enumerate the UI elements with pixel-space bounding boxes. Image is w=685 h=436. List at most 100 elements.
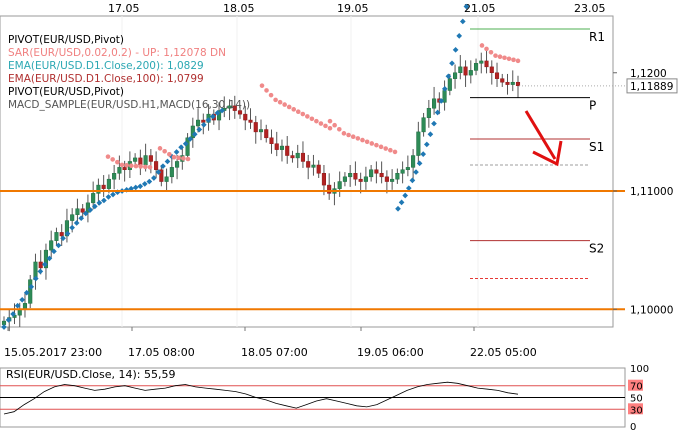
sar-dot: [105, 194, 112, 200]
candle-body: [243, 113, 248, 121]
candle-body: [248, 119, 253, 123]
rsi-line: [3, 381, 519, 415]
time-axis-label: 17.05 08:00: [128, 346, 195, 359]
sar-dot: [210, 113, 216, 120]
candle-body: [295, 152, 300, 159]
candle-body: [411, 155, 416, 168]
sar-dot: [155, 169, 162, 175]
candle-body: [143, 155, 148, 166]
candle-body: [311, 164, 316, 168]
sar-dot: [78, 215, 85, 222]
sar-dot: [181, 156, 186, 161]
sar-dot: [178, 144, 184, 151]
candle-body: [106, 178, 111, 189]
candle-body: [510, 81, 515, 85]
sar-dot: [191, 131, 198, 138]
candle-body: [447, 78, 452, 91]
sar-dot: [413, 169, 419, 175]
pivot-label: P: [589, 99, 596, 113]
candle-body: [164, 176, 169, 182]
sar-dot: [277, 99, 283, 105]
sar-dot: [23, 289, 30, 296]
candle-body: [432, 98, 437, 109]
candle-body: [232, 105, 237, 111]
time-axis-label: 19.05 06:00: [357, 346, 424, 359]
rsi-axis-highlight: [628, 403, 643, 415]
top-axis-bg: [0, 0, 685, 16]
sar-dot: [87, 207, 94, 213]
candle-body: [91, 193, 96, 204]
candle-body: [196, 119, 201, 127]
sar-dot: [423, 141, 430, 148]
sar-dot: [434, 109, 441, 116]
candle-body: [515, 81, 521, 87]
pivot-label: S1: [589, 140, 604, 154]
sar-dot: [360, 137, 365, 143]
indicator-legend-entry: EMA(EUR/USD.D1.Close,100): 1,0799: [8, 73, 204, 85]
sar-dot: [171, 154, 177, 160]
sar-dot: [497, 54, 503, 60]
candle-body: [342, 176, 347, 182]
candle-body: [337, 181, 342, 189]
candle-body: [473, 63, 479, 71]
rsi-label: RSI(EUR/USD.Close, 14): 55,59: [6, 368, 175, 381]
candle-body: [1, 320, 7, 325]
sar-dot: [350, 134, 356, 139]
time-axis-label: 22.05 05:00: [470, 346, 537, 359]
top-date-label: 18.05: [223, 2, 255, 15]
sar-dot: [105, 154, 111, 159]
candle-body: [358, 178, 363, 182]
sar-dot: [64, 230, 71, 237]
candle-body: [49, 240, 54, 251]
candle-body: [405, 167, 410, 170]
candle-body: [117, 167, 122, 174]
candle-body: [274, 143, 279, 150]
sar-dot: [441, 86, 448, 92]
candle-body: [264, 129, 269, 139]
sar-dot: [488, 49, 494, 55]
candle-body: [290, 155, 295, 159]
sar-dot: [69, 224, 75, 231]
sar-dot: [146, 178, 153, 185]
candle-body: [285, 145, 290, 156]
sar-dot: [167, 151, 172, 157]
sar-dot: [405, 185, 412, 192]
candle-body: [75, 208, 80, 215]
sar-dot: [327, 118, 333, 124]
candle-body: [369, 169, 374, 178]
rsi-axis-label: 30: [630, 405, 643, 416]
sar-dot: [346, 132, 351, 138]
sar-dot: [431, 120, 437, 127]
candle-body: [479, 60, 484, 64]
candle-body: [59, 232, 64, 237]
candle-body: [64, 220, 69, 237]
candle-body: [279, 145, 285, 150]
sar-dot: [378, 144, 384, 150]
sar-dot: [219, 107, 225, 114]
sar-dot: [110, 157, 115, 162]
sar-dot: [332, 122, 337, 128]
candle-body: [148, 155, 153, 162]
candle-body: [96, 184, 101, 194]
sar-dot: [300, 111, 306, 117]
top-date-label: 19.05: [337, 2, 369, 15]
sar-dot: [388, 147, 393, 153]
candle-body: [54, 232, 59, 241]
sar-dot: [398, 199, 405, 206]
candle-body: [458, 66, 463, 74]
sar-dot: [291, 107, 297, 112]
candle-body: [70, 214, 75, 221]
sar-dot: [173, 149, 180, 155]
sar-dot: [264, 88, 269, 93]
sar-dot: [205, 117, 212, 123]
top-date-label: 21.05: [464, 2, 496, 15]
sar-dot: [73, 220, 80, 226]
indicator-legend-entry: PIVOT(EUR/USD,Pivot): [8, 34, 124, 46]
candle-body: [348, 173, 353, 178]
candle-body: [85, 202, 90, 213]
candle-body: [316, 164, 321, 174]
candle-body: [269, 137, 274, 144]
candle-body: [384, 176, 389, 182]
sar-dot: [402, 192, 409, 199]
